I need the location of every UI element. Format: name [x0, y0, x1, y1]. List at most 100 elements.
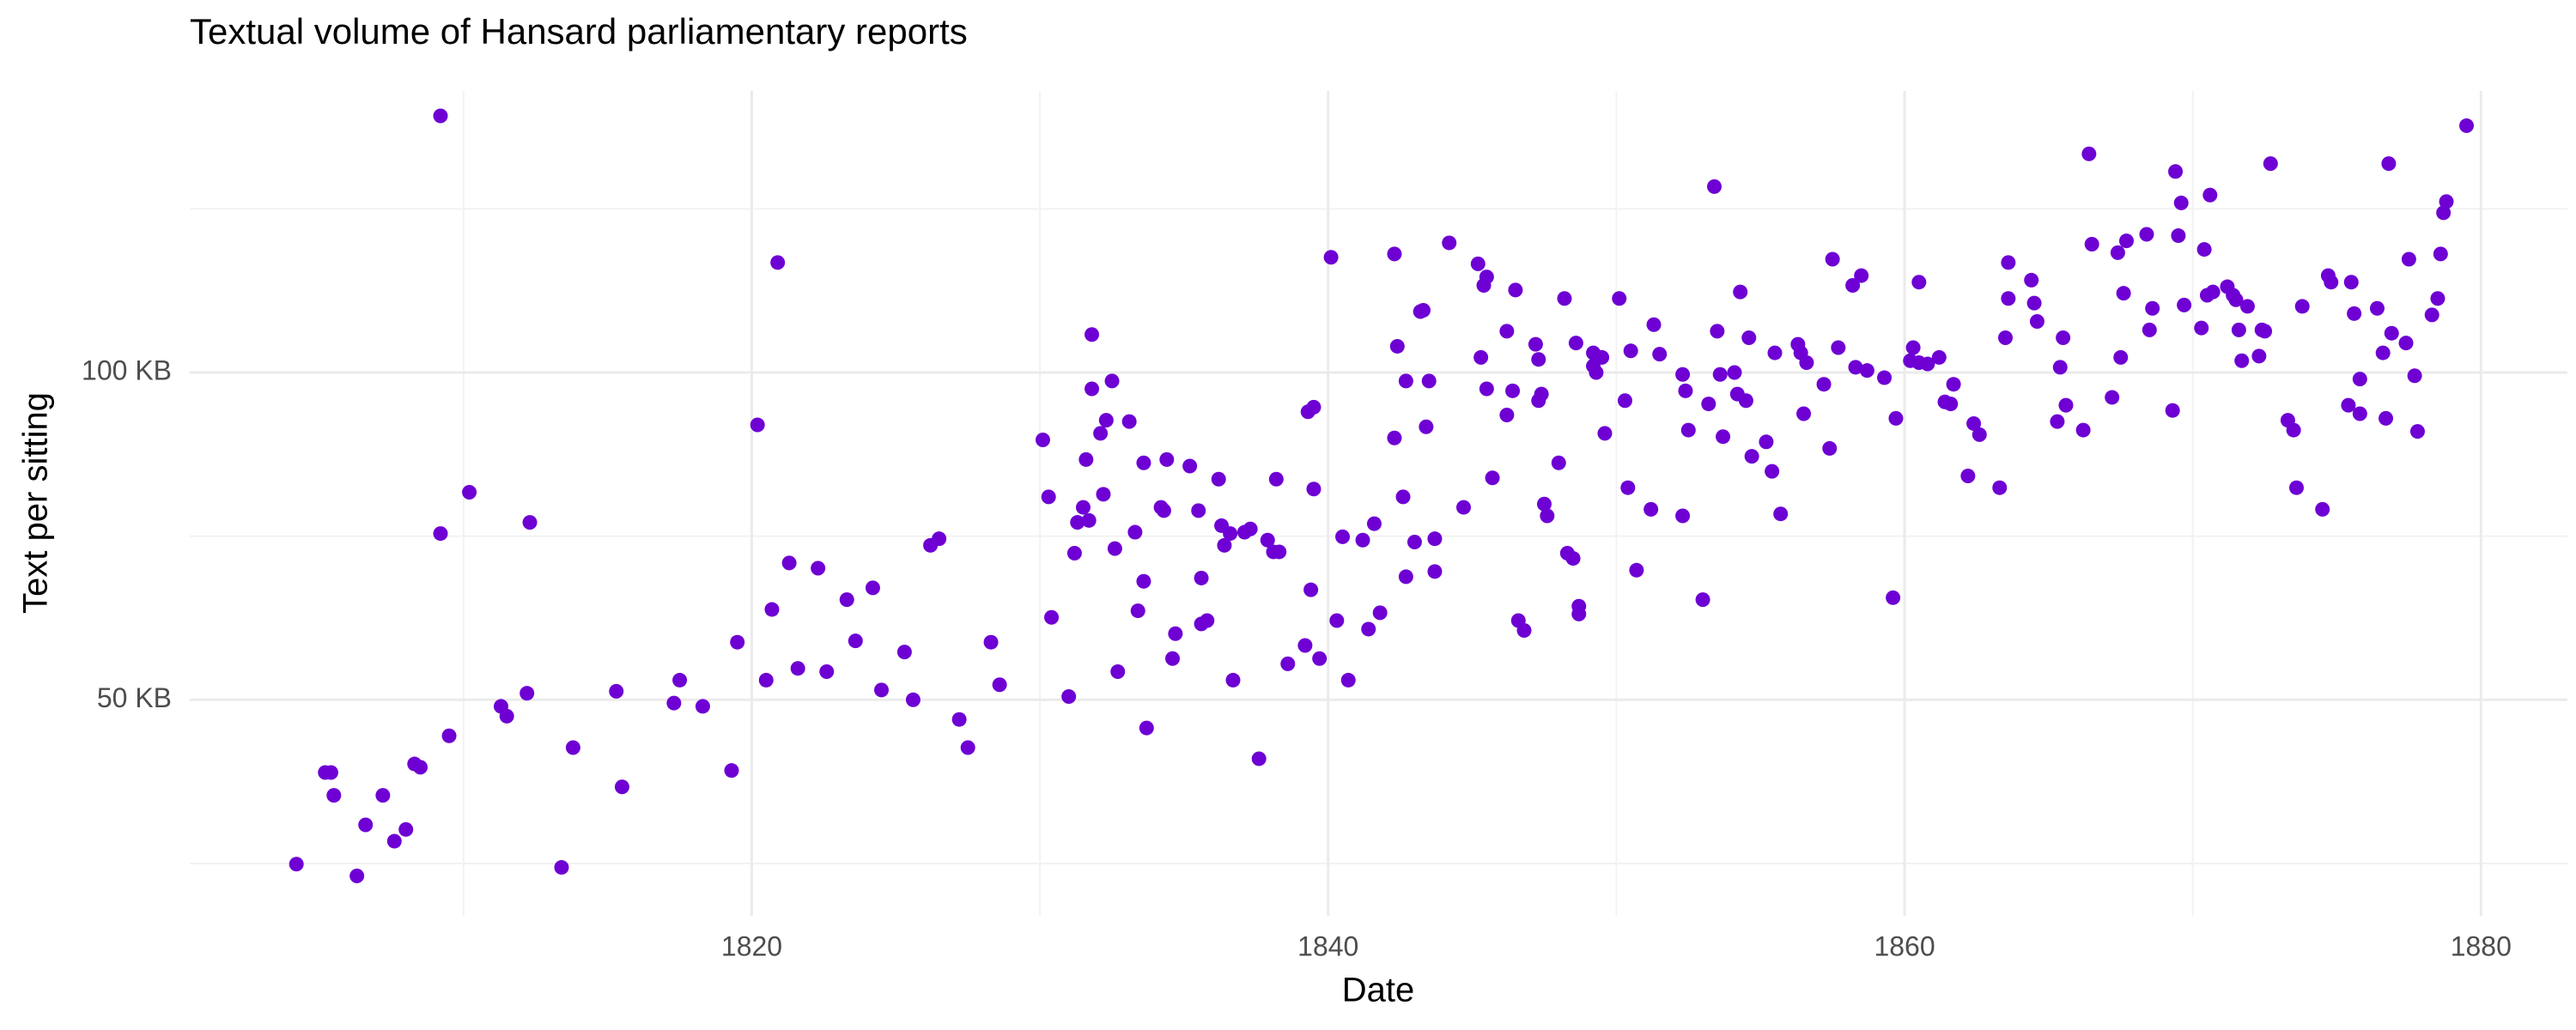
- point: [2433, 246, 2448, 262]
- point: [1127, 524, 1143, 540]
- point: [1568, 336, 1583, 351]
- point: [499, 708, 514, 724]
- point: [932, 531, 947, 547]
- point: [1303, 582, 1319, 597]
- point: [1470, 256, 1485, 271]
- point: [2379, 410, 2394, 426]
- point: [1361, 621, 1376, 637]
- point: [1571, 598, 1587, 614]
- point: [2228, 292, 2244, 307]
- point: [1442, 235, 1457, 251]
- point: [1796, 406, 1812, 421]
- point: [2194, 320, 2209, 336]
- x-tick-label: 1860: [1874, 930, 1935, 961]
- point: [433, 108, 448, 124]
- point: [2257, 324, 2273, 339]
- point: [1066, 545, 1082, 560]
- point: [1946, 377, 1961, 392]
- point: [1268, 471, 1284, 487]
- point: [2196, 242, 2212, 258]
- point: [1536, 496, 1552, 512]
- point: [1406, 534, 1422, 549]
- point: [2029, 313, 2044, 329]
- point: [2171, 228, 2186, 244]
- point: [1084, 327, 1100, 342]
- point: [1597, 426, 1613, 441]
- point: [1765, 464, 1780, 479]
- points: [289, 108, 2475, 883]
- point: [865, 580, 880, 596]
- point: [874, 682, 890, 698]
- point: [1479, 270, 1494, 285]
- point: [1366, 516, 1382, 531]
- point: [1695, 592, 1710, 608]
- point: [522, 515, 538, 530]
- point: [1612, 291, 1627, 306]
- point: [2110, 245, 2125, 260]
- point: [1165, 651, 1181, 666]
- point: [2263, 156, 2278, 172]
- point: [1479, 381, 1494, 397]
- point: [1191, 503, 1206, 518]
- point: [2352, 372, 2367, 387]
- point: [2052, 360, 2068, 375]
- point: [2289, 480, 2305, 495]
- point: [1920, 356, 1935, 372]
- point: [1931, 349, 1947, 365]
- point: [951, 712, 967, 727]
- point: [609, 683, 624, 699]
- point: [1733, 284, 1748, 300]
- point: [1340, 672, 1356, 688]
- point: [764, 602, 780, 617]
- point: [2251, 348, 2267, 364]
- point: [1473, 349, 1489, 365]
- point: [1617, 393, 1632, 409]
- point: [2173, 195, 2189, 210]
- point: [2026, 295, 2042, 311]
- point: [2384, 325, 2399, 341]
- point: [1194, 570, 1209, 585]
- x-tick-label: 1880: [2451, 930, 2512, 961]
- y-tick-label: 50 KB: [97, 682, 172, 713]
- point: [326, 788, 342, 803]
- point: [1104, 373, 1120, 389]
- point: [1136, 455, 1151, 470]
- point: [1738, 393, 1753, 409]
- point: [2081, 146, 2097, 161]
- point: [2324, 275, 2339, 290]
- point: [2118, 233, 2134, 249]
- point: [1643, 501, 1659, 517]
- point: [1759, 434, 1774, 450]
- point: [2343, 275, 2359, 290]
- point: [1531, 352, 1546, 367]
- point: [1712, 367, 1728, 382]
- point: [1505, 383, 1521, 398]
- point: [441, 728, 457, 743]
- point: [1499, 408, 1515, 423]
- point: [1306, 399, 1321, 415]
- point: [2001, 291, 2016, 306]
- point: [358, 817, 374, 833]
- point: [811, 560, 826, 576]
- point: [2401, 251, 2416, 267]
- point: [433, 526, 448, 542]
- point: [2375, 345, 2391, 360]
- point: [1075, 500, 1091, 515]
- point: [2294, 299, 2310, 314]
- point: [386, 833, 402, 849]
- point: [1035, 433, 1050, 448]
- point: [1372, 605, 1388, 621]
- point: [1251, 751, 1267, 766]
- point: [2202, 187, 2218, 203]
- point: [960, 740, 975, 755]
- point: [1540, 508, 1555, 524]
- point: [1773, 506, 1789, 522]
- point: [1242, 521, 1258, 536]
- point: [323, 765, 338, 780]
- point: [1551, 455, 1566, 470]
- point: [1744, 449, 1759, 464]
- point: [1854, 268, 1869, 283]
- point: [1211, 471, 1226, 487]
- point: [2439, 194, 2454, 209]
